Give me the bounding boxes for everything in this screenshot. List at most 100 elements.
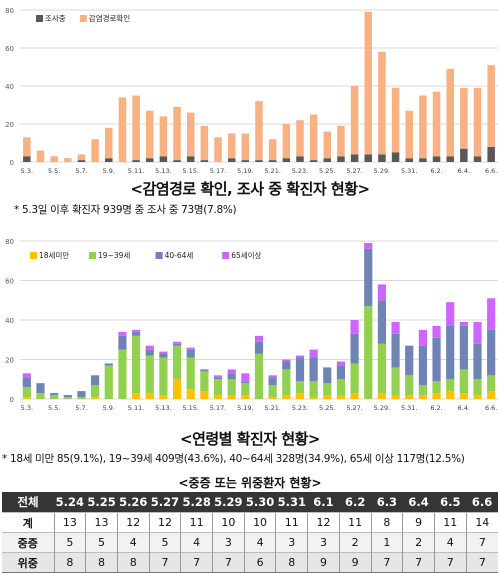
chart1-bar-감염경로확인 bbox=[77, 154, 86, 161]
chart2-xtick-label: 5.23. bbox=[292, 404, 309, 412]
chart1-bar-감염경로확인 bbox=[487, 65, 495, 147]
table-cell: 10 bbox=[243, 512, 276, 533]
chart2-bar-65세이상 bbox=[227, 369, 236, 374]
chart1-bar-감염경로확인 bbox=[64, 158, 72, 162]
chart2-bar-19~39세 bbox=[159, 357, 168, 396]
chart1-bar-감염경로확인 bbox=[446, 68, 454, 157]
chart1-bar-조사중 bbox=[405, 158, 413, 162]
table-header-cell: 6.5 bbox=[434, 492, 467, 513]
chart2-xtick-label: 6.4. bbox=[458, 404, 470, 412]
chart1-bar-감염경로확인 bbox=[132, 95, 140, 161]
chart2-bar-18세미만 bbox=[22, 397, 31, 399]
chart2-xtick-label: 5.9. bbox=[103, 404, 115, 412]
chart2-bar-40-64세 bbox=[418, 345, 427, 386]
table-cell: 13 bbox=[53, 512, 86, 533]
chart1-bar-감염경로확인 bbox=[296, 120, 304, 157]
table-cell: 12 bbox=[148, 512, 181, 533]
chart1-bar-조사중 bbox=[255, 160, 263, 162]
chart2-bar-18세미만 bbox=[446, 391, 455, 399]
chart2-xtick-label: 5.5. bbox=[48, 404, 60, 412]
chart2-bar-65세이상 bbox=[22, 373, 31, 378]
table-cell: 11 bbox=[338, 512, 372, 533]
table-cell: 7 bbox=[370, 552, 403, 573]
chart1-bar-조사중 bbox=[145, 158, 154, 162]
note-under-investigation: * 5.3일 이후 확진자 939명 중 조사 중 73명(7.8%) bbox=[14, 204, 237, 216]
chart2-bar-19~39세 bbox=[186, 357, 195, 390]
chart2-xtick-label: 5.7. bbox=[75, 404, 87, 412]
table-cell: 3 bbox=[307, 532, 340, 553]
chart2-bar-19~39세 bbox=[50, 395, 59, 399]
chart1-bar-감염경로확인 bbox=[337, 125, 345, 157]
chart1-bar-감염경로확인 bbox=[432, 91, 441, 157]
chart2-bar-18세미만 bbox=[200, 391, 209, 399]
chart2-bar-18세미만 bbox=[227, 395, 236, 399]
chart2-bar-19~39세 bbox=[295, 381, 305, 394]
chart1-bar-감염경로확인 bbox=[23, 137, 31, 157]
chart2-bar-19~39세 bbox=[473, 379, 482, 396]
chart1-bar-감염경로확인 bbox=[200, 125, 209, 161]
chart2-legend-swatch bbox=[89, 252, 96, 259]
chart2-bar-19~39세 bbox=[200, 371, 209, 392]
chart1-bar-조사중 bbox=[132, 160, 140, 162]
chart2-bar-19~39세 bbox=[36, 393, 45, 399]
chart1-bar-감염경로확인 bbox=[460, 87, 468, 149]
chart1-ytick-label: 40 bbox=[5, 83, 14, 91]
chart2-legend-label: 40-64세 bbox=[165, 251, 194, 260]
chart1-bar-조사중 bbox=[473, 156, 482, 162]
chart2-bar-40-64세 bbox=[131, 331, 141, 336]
chart1-xtick-label: 5.27. bbox=[346, 167, 363, 175]
table-body: 계 13 13 12 12 11 10 10 11 12 11 8 9 11 14 중증 5 5 4 5 4 3 4 3 3 2 1… bbox=[2, 512, 498, 573]
chart1-bar-감염경로확인 bbox=[268, 139, 277, 161]
chart1-bar-조사중 bbox=[337, 156, 345, 162]
chart2-bar-18세미만 bbox=[418, 395, 427, 399]
table-cell: 5 bbox=[85, 532, 118, 553]
table-cell: 6 bbox=[243, 552, 276, 573]
table-row: 위중 8 8 8 7 7 7 6 8 9 9 7 7 7 7 bbox=[2, 552, 498, 573]
chart2-legend-label: 18세미만 bbox=[39, 251, 69, 260]
chart2-bar-19~39세 bbox=[309, 381, 318, 398]
chart2-bar-19~39세 bbox=[77, 397, 86, 399]
chart2-xtick-label: 5.15. bbox=[182, 404, 199, 412]
chart2-bar-18세미만 bbox=[268, 397, 277, 399]
chart1-xtick-label: 5.13. bbox=[155, 167, 172, 175]
chart1-xtick-label: 5.31. bbox=[401, 167, 418, 175]
chart2-bar-40-64세 bbox=[186, 349, 195, 358]
chart2-bar-65세이상 bbox=[145, 345, 154, 350]
chart2-bar-19~39세 bbox=[323, 383, 332, 396]
chart1-bar-감염경로확인 bbox=[173, 106, 181, 161]
table-cell: 14 bbox=[465, 512, 498, 533]
chart1-bar-조사중 bbox=[487, 146, 495, 162]
chart1-bar-조사중 bbox=[350, 154, 359, 162]
chart2-bar-65세이상 bbox=[309, 349, 318, 358]
chart2-caption: <연령별 확진자 현황> bbox=[180, 430, 320, 448]
chart1-xtick-label: 6.2. bbox=[430, 167, 442, 175]
table-header-cell: 5.30 bbox=[244, 492, 276, 513]
chart2-bar-65세이상 bbox=[295, 355, 305, 358]
chart2-ytick-label: 0 bbox=[10, 396, 14, 404]
chart2-bar-18세미만 bbox=[391, 395, 400, 399]
chart2-xtick-label: 5.17. bbox=[210, 404, 227, 412]
chart2-bar-18세미만 bbox=[336, 395, 346, 399]
chart2-bar-19~39세 bbox=[227, 379, 236, 396]
chart2-bar-65세이상 bbox=[213, 375, 223, 378]
table-header-cell: 5.31 bbox=[275, 492, 308, 513]
severe-patients-table: 전체 5.24 5.25 5.26 5.27 5.28 5.29 5.30 5.31 6.1 6.2… bbox=[2, 492, 498, 573]
chart2-bar-19~39세 bbox=[418, 385, 427, 396]
chart1-bar-감염경로확인 bbox=[91, 139, 99, 162]
table-cell: 11 bbox=[275, 512, 308, 533]
chart1-ytick-label: 20 bbox=[5, 121, 14, 129]
chart1-bar-감염경로확인 bbox=[405, 110, 413, 159]
chart1-bar-감염경로확인 bbox=[227, 133, 236, 159]
chart2-bar-65세이상 bbox=[241, 373, 250, 382]
chart2-bar-18세미만 bbox=[159, 395, 168, 399]
chart1-bar-조사중 bbox=[77, 160, 86, 162]
chart2-bar-19~39세 bbox=[336, 379, 346, 396]
chart2-xtick-label: 5.29. bbox=[374, 404, 391, 412]
chart2-bar-65세이상 bbox=[364, 242, 373, 249]
table-header-cell: 6.4 bbox=[402, 492, 435, 513]
chart2-bar-40-64세 bbox=[36, 383, 45, 394]
chart2-bar-40-64세 bbox=[473, 343, 482, 380]
chart2-xtick-label: 6.6. bbox=[485, 404, 497, 412]
chart1-bar-조사중 bbox=[309, 160, 318, 162]
chart2-bar-19~39세 bbox=[364, 306, 373, 399]
